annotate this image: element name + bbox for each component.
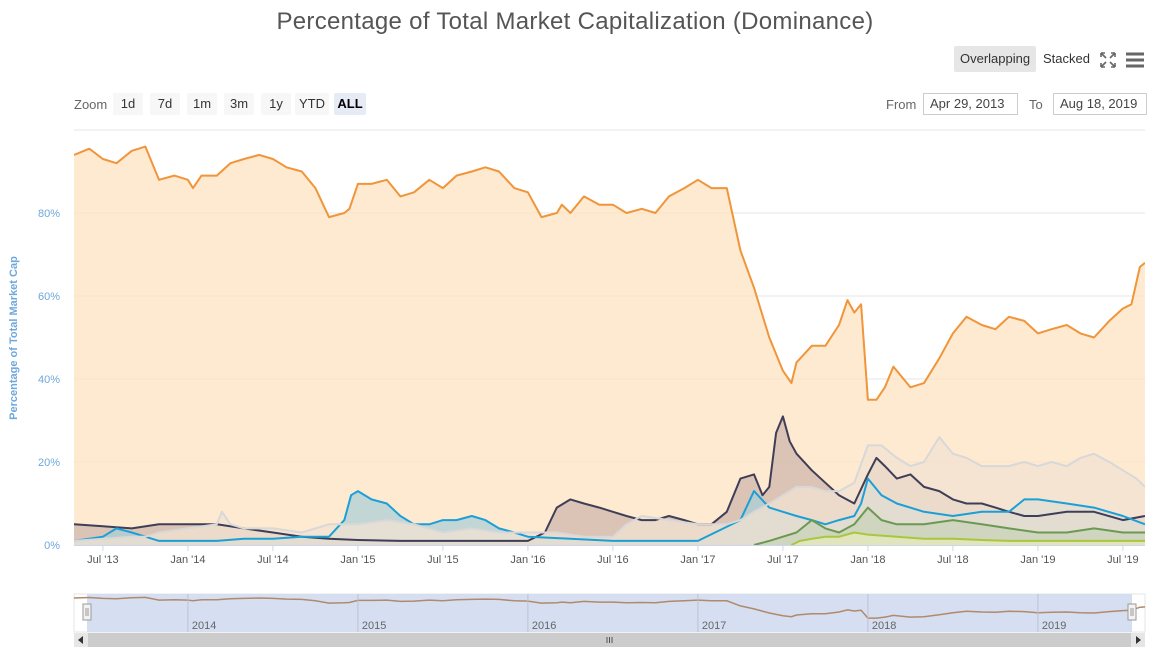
area-others xyxy=(74,437,1145,545)
navigator-year-label: 2016 xyxy=(532,620,556,632)
zoom-1m-button[interactable]: 1m xyxy=(187,93,217,115)
x-tick-label: Jul '16 xyxy=(597,554,628,566)
x-tick-label: Jan '19 xyxy=(1020,554,1055,566)
navigator[interactable]: 2014 2015 2016 2017 2018 2019 xyxy=(73,593,1146,633)
grid xyxy=(74,129,1145,546)
navigator-background xyxy=(73,593,1146,633)
zoom-1y-button[interactable]: 1y xyxy=(261,93,291,115)
navigator-year-label: 2019 xyxy=(1042,620,1066,632)
x-tick-label: Jul '13 xyxy=(87,554,118,566)
area-bitcoin-cash xyxy=(791,532,1145,545)
scrollbar[interactable] xyxy=(74,633,1145,647)
x-tick-label: Jan '15 xyxy=(340,554,375,566)
navigator-selection[interactable] xyxy=(87,594,1132,632)
navigator-series-line xyxy=(73,596,1146,619)
x-tick-label: Jul '19 xyxy=(1107,554,1138,566)
area-litecoin xyxy=(754,507,1145,545)
y-tick-label: 40% xyxy=(38,374,60,386)
series-lines xyxy=(74,145,1145,545)
line-bitcoin-cash xyxy=(790,531,1145,545)
zoom-7d-button[interactable]: 7d xyxy=(150,93,180,115)
chevron-right-icon xyxy=(1136,636,1141,644)
y-tick-label: 20% xyxy=(38,457,60,469)
x-tick-label: Jul '18 xyxy=(937,554,968,566)
navigator-left-handle[interactable] xyxy=(82,603,92,621)
y-tick-label: 60% xyxy=(38,291,60,303)
x-tick-label: Jul '14 xyxy=(257,554,288,566)
line-ethereum xyxy=(74,415,1145,542)
navigator-year-label: 2015 xyxy=(362,620,386,632)
scroll-left-button[interactable] xyxy=(74,633,88,647)
scrollbar-thumb[interactable] xyxy=(88,633,1131,647)
axes: 0% 20% 40% 60% 80% Jul '13 Jan '14 Jul '14 Jan '… xyxy=(38,208,1145,566)
area-ethereum xyxy=(74,416,1145,545)
zoom-1d-button[interactable]: 1d xyxy=(113,93,143,115)
line-others xyxy=(74,436,1145,542)
zoom-all-button[interactable]: ALL xyxy=(334,93,366,115)
zoom-label: Zoom xyxy=(74,97,108,112)
from-label: From xyxy=(886,97,917,112)
chevron-left-icon xyxy=(78,636,83,644)
x-tick-label: Jan '14 xyxy=(170,554,205,566)
line-bitcoin xyxy=(74,145,1145,401)
y-tick-label: 0% xyxy=(44,540,60,552)
x-tick-label: Jan '18 xyxy=(850,554,885,566)
x-tick-label: Jan '17 xyxy=(680,554,715,566)
scroll-right-button[interactable] xyxy=(1131,633,1145,647)
line-xrp xyxy=(74,477,1145,542)
x-tick-label: Jan '16 xyxy=(510,554,545,566)
zoom-3m-button[interactable]: 3m xyxy=(224,93,254,115)
x-tick-label: Jul '17 xyxy=(767,554,798,566)
chart-title: Percentage of Total Market Capitalizatio… xyxy=(276,8,874,35)
area-xrp xyxy=(74,478,1145,545)
fullscreen-icon[interactable] xyxy=(1099,51,1117,69)
overlapping-button[interactable]: Overlapping xyxy=(954,46,1037,72)
scrollbar-track[interactable] xyxy=(74,633,1145,647)
from-date-input[interactable]: Apr 29, 2013 xyxy=(923,93,1018,115)
line-litecoin xyxy=(753,506,1145,545)
series-areas xyxy=(74,146,1145,545)
to-date-input[interactable]: Aug 18, 2019 xyxy=(1053,93,1147,115)
navigator-year-label: 2017 xyxy=(702,620,726,632)
navigator-year-label: 2014 xyxy=(192,620,216,632)
stacked-button[interactable]: Stacked xyxy=(1043,51,1090,66)
y-tick-label: 80% xyxy=(38,208,60,220)
navigator-year-label: 2018 xyxy=(872,620,896,632)
x-tick-label: Jul '15 xyxy=(427,554,458,566)
to-label: To xyxy=(1029,97,1043,112)
navigator-right-handle[interactable] xyxy=(1127,603,1137,621)
zoom-ytd-button[interactable]: YTD xyxy=(295,93,329,115)
y-axis-label: Percentage of Total Market Cap xyxy=(8,256,20,420)
area-bitcoin xyxy=(74,146,1145,545)
menu-icon[interactable] xyxy=(1125,51,1145,69)
